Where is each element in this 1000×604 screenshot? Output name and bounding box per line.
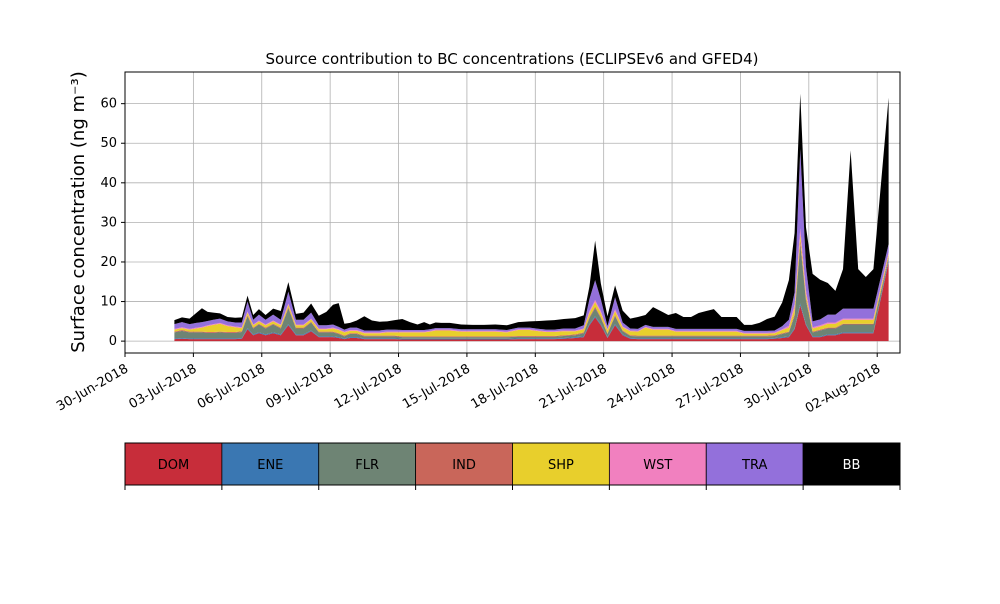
legend-label-tra: TRA xyxy=(741,458,767,473)
x-tick-label: 21-Jul-2018 xyxy=(537,361,610,412)
legend-label-wst: WST xyxy=(643,458,672,473)
legend-swatch-shp xyxy=(512,442,610,486)
y-tick-label: 30 xyxy=(100,215,117,230)
x-tick-label: 15-Jul-2018 xyxy=(400,361,473,412)
y-tick-label: 10 xyxy=(100,295,117,310)
x-tick-label: 18-Jul-2018 xyxy=(468,361,541,412)
legend-label-flr: FLR xyxy=(355,458,379,473)
legend-label-shp: SHP xyxy=(548,458,574,473)
legend-swatch-ene xyxy=(221,442,320,486)
area-series-ene xyxy=(174,259,889,340)
y-tick-label: 50 xyxy=(100,136,117,151)
y-axis-label: Surface concentration (ng m⁻³) xyxy=(68,71,89,353)
grid-layer xyxy=(124,72,900,353)
legend-swatch-tra xyxy=(705,442,804,486)
x-tick-label: 30-Jun-2018 xyxy=(54,361,131,414)
area-series-flr xyxy=(174,244,889,339)
legend-frame xyxy=(124,442,901,486)
x-axis-ticks: 30-Jun-201803-Jul-201806-Jul-201809-Jul-… xyxy=(54,353,883,417)
legend-swatch-bb xyxy=(802,442,901,486)
area-layer xyxy=(174,93,889,342)
x-tick-label: 03-Jul-2018 xyxy=(127,361,200,412)
x-tick-label: 27-Jul-2018 xyxy=(674,361,747,412)
x-tick-label: 24-Jul-2018 xyxy=(605,361,678,412)
legend-label-bb: BB xyxy=(843,458,861,473)
area-series-bb xyxy=(174,93,889,331)
x-tick-label: 02-Aug-2018 xyxy=(803,361,883,416)
area-series-dom xyxy=(174,261,889,342)
legend-colorbar: DOM ENE FLR IND SHP WST TRA BB xyxy=(124,442,901,490)
y-tick-label: 60 xyxy=(100,97,117,112)
chart-title: Source contribution to BC concentrations… xyxy=(265,50,758,68)
legend-label-dom: DOM xyxy=(158,458,189,473)
legend-label-ene: ENE xyxy=(257,458,283,473)
legend-label-ind: IND xyxy=(452,458,476,473)
x-tick-label: 09-Jul-2018 xyxy=(263,361,336,412)
y-tick-label: 40 xyxy=(100,176,117,191)
area-series-tra xyxy=(174,149,889,333)
y-tick-label: 20 xyxy=(100,255,117,270)
y-tick-label: 0 xyxy=(109,334,117,349)
x-tick-label: 12-Jul-2018 xyxy=(332,361,405,412)
y-axis-ticks: 0 10 20 30 40 50 60 xyxy=(100,97,125,349)
plot-frame xyxy=(124,71,901,354)
x-tick-label: 06-Jul-2018 xyxy=(195,361,268,412)
legend-swatch-wst xyxy=(608,442,707,486)
